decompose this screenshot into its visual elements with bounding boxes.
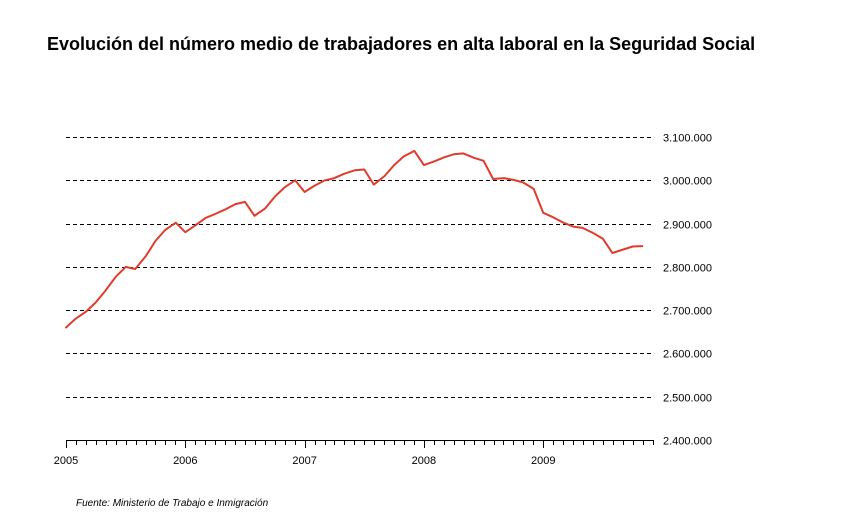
x-tick-label-1: 2006 bbox=[173, 455, 197, 467]
y-tick-label-7: 2.400.000 bbox=[663, 436, 712, 448]
chart-title: Evolución del número medio de trabajador… bbox=[47, 34, 756, 54]
axes bbox=[66, 440, 654, 448]
x-tick-label-2: 2007 bbox=[292, 455, 316, 467]
x-tick-label-0: 2005 bbox=[54, 455, 78, 467]
x-tick-label-4: 2009 bbox=[531, 455, 555, 467]
y-tick-label-0: 3.100.000 bbox=[663, 133, 712, 145]
y-tick-labels: 3.100.000 3.000.000 2.900.000 2.800.000 2.70… bbox=[663, 133, 712, 448]
x-tick-label-3: 2008 bbox=[412, 455, 436, 467]
series-line-0 bbox=[65, 149, 644, 329]
source-note: Fuente: Ministerio de Trabajo e Inmigrac… bbox=[76, 498, 269, 509]
series-group bbox=[65, 149, 644, 329]
y-tick-label-3: 2.800.000 bbox=[663, 263, 712, 275]
y-tick-label-2: 2.900.000 bbox=[663, 220, 712, 232]
grid-lines bbox=[66, 137, 653, 398]
y-tick-label-5: 2.600.000 bbox=[663, 349, 712, 361]
x-tick-labels: 2005 2006 2007 2008 2009 bbox=[54, 455, 556, 467]
y-tick-label-4: 2.700.000 bbox=[663, 306, 712, 318]
y-tick-label-6: 2.500.000 bbox=[663, 393, 712, 405]
y-tick-label-1: 3.000.000 bbox=[663, 176, 712, 188]
